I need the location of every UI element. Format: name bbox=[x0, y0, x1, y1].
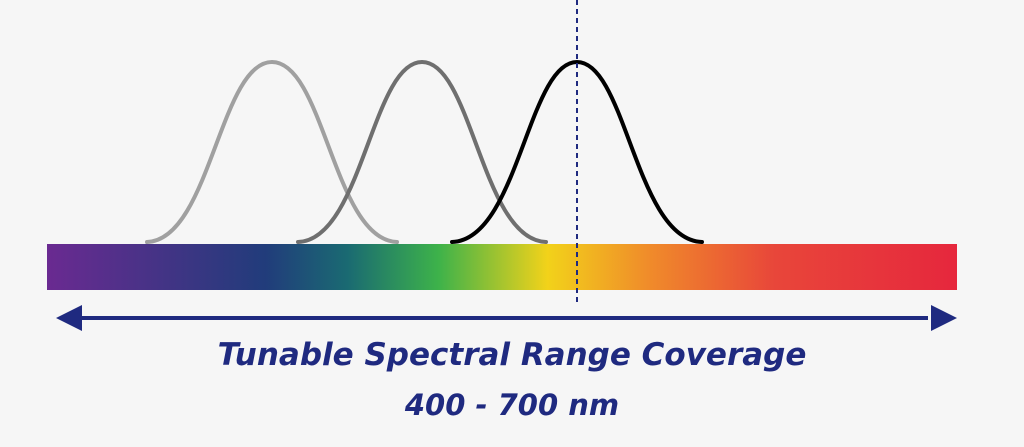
range-arrow-left-head bbox=[56, 305, 82, 331]
curve-light bbox=[145, 59, 399, 244]
curve-mid bbox=[296, 59, 548, 244]
caption-title: Tunable Spectral Range Coverage bbox=[217, 337, 807, 373]
curve-dark bbox=[450, 59, 704, 244]
caption-range: 400 - 700 nm bbox=[404, 388, 620, 422]
spectrum-bar bbox=[47, 244, 957, 290]
range-arrow bbox=[56, 305, 957, 331]
range-arrow-right-head bbox=[931, 305, 957, 331]
